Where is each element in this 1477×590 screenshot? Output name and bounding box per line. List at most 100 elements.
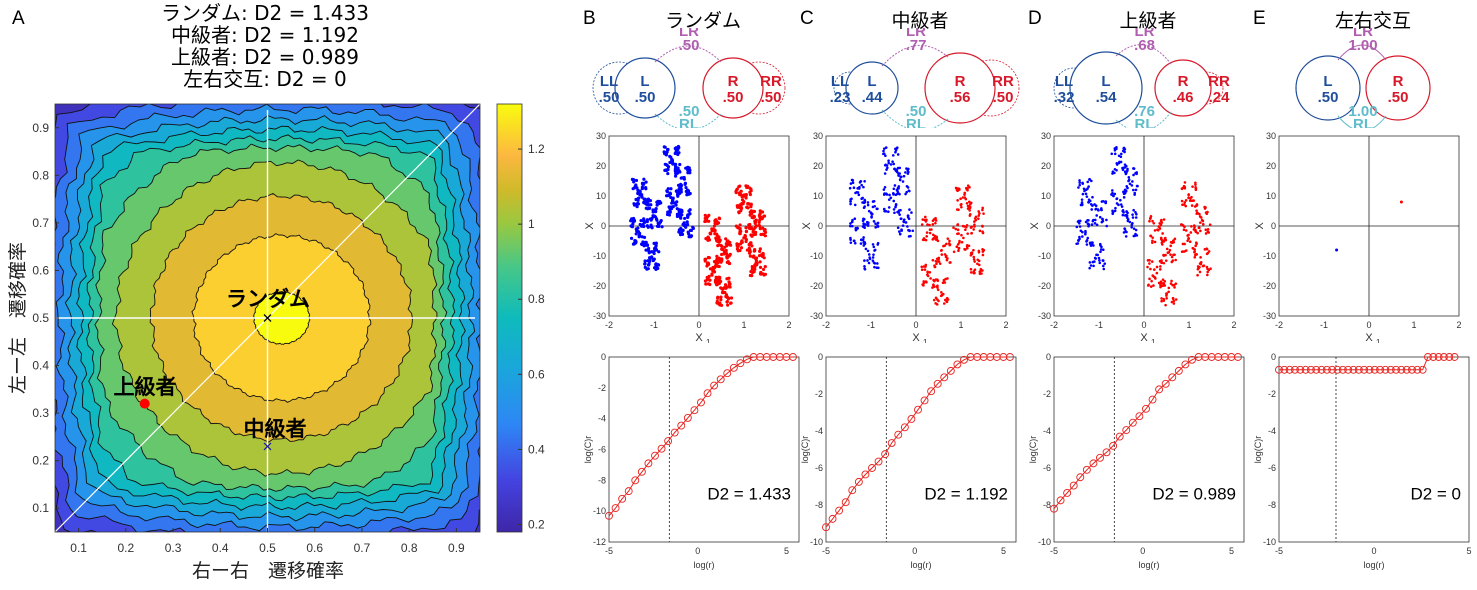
x-tick-label: 0.5 <box>259 541 276 555</box>
scatter-point-l <box>851 224 854 228</box>
scatter-point-r <box>716 244 720 248</box>
scatter-point-l <box>682 221 686 225</box>
scatter-point-r <box>737 185 741 189</box>
scatter-point-r <box>1159 223 1163 226</box>
scatter-point-l <box>1131 188 1135 192</box>
curve-line <box>1279 356 1455 371</box>
scatter-point-r <box>1151 236 1154 239</box>
curve-x-tick-label: 5 <box>1466 546 1471 556</box>
scatter-point-l <box>649 224 653 229</box>
scatter-point-r <box>1151 239 1154 243</box>
scatter-point-r <box>1172 302 1176 305</box>
scatter-point-l <box>849 222 852 225</box>
scatter-point-l <box>658 201 662 205</box>
scatter-point-r <box>934 296 938 300</box>
scatter-point-r <box>937 256 941 260</box>
scatter-point-l <box>866 201 870 204</box>
scatter-point-l <box>1099 250 1102 254</box>
ll-label: LL <box>600 73 618 90</box>
scatter-point-r <box>749 212 754 216</box>
r-state-circle <box>924 52 996 124</box>
scatter-point-l <box>1121 149 1125 153</box>
scatter-point-l <box>908 229 911 232</box>
scatter-point-r <box>748 273 752 278</box>
scatter-point-r <box>1201 219 1205 223</box>
curve-point <box>677 421 686 430</box>
curve-xlabel: log(r) <box>1138 560 1159 570</box>
scatter-point-r <box>930 228 933 231</box>
curve-point <box>683 413 692 422</box>
curve-point <box>697 398 705 407</box>
title-line-random: ランダム: D2 = 1.433 <box>161 1 369 25</box>
scatter-point-l <box>670 158 674 162</box>
scatter-point-l <box>644 248 648 252</box>
curve-point <box>1397 365 1406 374</box>
scatter-point-l <box>866 203 870 207</box>
scatter-point-r <box>1164 238 1168 242</box>
scatter-point-r <box>719 295 723 299</box>
curve-point <box>841 498 850 507</box>
scatter-point-r <box>1204 228 1208 231</box>
scatter-point-r <box>1150 260 1154 263</box>
scatter-point-l <box>898 230 901 233</box>
scatter-point-l <box>673 151 677 156</box>
scatter-point-r <box>1187 237 1190 241</box>
curve-point <box>1434 353 1443 361</box>
scatter-point-l <box>1125 216 1129 219</box>
ll-value: .32 <box>1054 89 1075 106</box>
curve-ylabel: log(C)r <box>1253 436 1263 464</box>
scatter-point-r <box>1169 282 1173 285</box>
scatter-point-l <box>1114 206 1117 210</box>
curve-point <box>1418 365 1427 374</box>
scatter-point-r <box>1193 250 1196 254</box>
l-state-circle <box>1069 51 1143 125</box>
scatter-point-l <box>853 217 857 221</box>
scatter-point-r <box>744 229 749 233</box>
scatter-point-r <box>976 262 979 266</box>
scatter-point-l <box>868 256 871 259</box>
scatter-point-r <box>972 271 976 275</box>
scatter-point-l <box>673 169 677 173</box>
ll-label: LL <box>831 73 849 90</box>
scatter-point-r <box>934 302 937 305</box>
scatter-point-l <box>1087 185 1090 188</box>
scatter-point-r <box>973 260 976 263</box>
scatter-point-r <box>939 249 943 252</box>
scatter-point-r <box>760 210 765 214</box>
scatter-point-r <box>744 193 748 197</box>
scatter-point-r <box>751 230 755 234</box>
scatter-point-r <box>1163 280 1167 283</box>
curve-point <box>1328 365 1337 374</box>
scatter-point-l <box>850 220 854 224</box>
scatter-point-r <box>981 208 984 212</box>
curve-y-tick-label: -6 <box>1268 463 1276 473</box>
scatter-point-l <box>1120 152 1123 156</box>
curve-y-tick-label: -10 <box>810 537 823 547</box>
scatter-point-l <box>639 223 643 227</box>
scatter-point-l <box>665 163 669 168</box>
scatter-point-l <box>645 243 649 247</box>
scatter-point-r <box>1201 264 1205 268</box>
scatter-point-l <box>654 248 658 252</box>
scatter-point-l <box>649 203 653 207</box>
x-tick-label: 0.7 <box>354 541 371 555</box>
scatter-point-l <box>906 186 910 189</box>
scatter-x-tick-label: 0 <box>696 320 701 330</box>
curve-x-tick-label: 0 <box>695 546 700 556</box>
scatter-y-tick-label: -30 <box>593 311 606 321</box>
scatter-point-l <box>652 266 657 270</box>
scatter-point-r <box>970 231 973 235</box>
curve-point <box>664 437 673 445</box>
scatter-point-r <box>1155 271 1159 275</box>
scatter-point-l <box>853 241 857 245</box>
scatter-point-l <box>1086 222 1090 226</box>
scatter-point-r <box>1206 210 1209 214</box>
curve-point <box>605 511 613 520</box>
scatter-point-l <box>1086 180 1090 184</box>
scatter-point-r <box>758 247 762 251</box>
l-value: .50 <box>635 89 656 106</box>
curve-point <box>624 487 633 496</box>
scatter-point-r <box>1194 183 1197 186</box>
scatter-point-r <box>704 282 708 286</box>
curve-y-tick-label: 0 <box>601 352 606 362</box>
